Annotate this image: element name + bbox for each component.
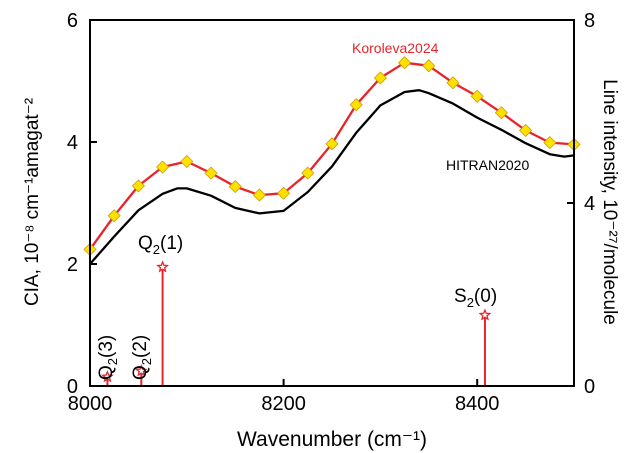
left-y-tick-label: 0 <box>67 376 78 398</box>
data-point <box>422 59 436 73</box>
x-tick-label: 8200 <box>261 393 306 415</box>
line-intensity-sticks <box>101 260 492 386</box>
data-point <box>470 89 484 103</box>
data-point <box>398 56 412 70</box>
left-y-axis-label: CIA, 10⁻⁸ cm⁻¹amagat⁻² <box>22 98 43 306</box>
label-q2-2: Q2(2) <box>130 335 154 380</box>
left-y-tick-label: 2 <box>67 254 78 276</box>
star-marker <box>478 308 492 321</box>
data-point <box>277 186 291 200</box>
data-point <box>446 76 460 90</box>
x-axis-label: Wavenumber (cm⁻¹) <box>237 428 427 451</box>
series-label-hitran2020: HITRAN2020 <box>446 157 529 173</box>
right-y-tick-label: 4 <box>584 193 595 215</box>
data-point <box>131 179 145 193</box>
right-y-tick-label: 8 <box>584 10 595 32</box>
cia-series <box>83 56 581 265</box>
data-point <box>204 166 218 180</box>
data-point <box>373 71 387 85</box>
x-tick-label: 8000 <box>68 393 113 415</box>
series-label-koroleva2024: Koroleva2024 <box>352 40 439 56</box>
axis-ticks: 8000 8200 8400 0 2 4 6 0 4 8 <box>67 10 595 415</box>
data-point <box>494 106 508 120</box>
x-tick-label: 8400 <box>455 393 500 415</box>
data-point <box>180 154 194 169</box>
data-point <box>156 160 170 174</box>
data-point <box>252 188 266 202</box>
left-y-tick-label: 6 <box>67 10 78 32</box>
left-y-tick-label: 4 <box>67 132 78 154</box>
star-marker <box>101 370 114 383</box>
right-y-tick-label: 0 <box>584 376 595 398</box>
label-s2-0: S2(0) <box>454 286 497 310</box>
label-q2-3: Q2(3) <box>96 335 120 380</box>
data-point <box>325 137 339 151</box>
series-line <box>89 89 575 265</box>
data-point <box>107 209 121 223</box>
star-marker <box>134 364 148 377</box>
label-q2-1: Q2(1) <box>138 233 183 257</box>
data-point <box>349 98 363 112</box>
data-point <box>228 179 242 194</box>
data-point <box>519 123 533 137</box>
line-labels: Koroleva2024 HITRAN2020 Q2(3) Q2(2) Q2(1) S2(… <box>96 40 529 380</box>
star-marker <box>156 260 170 273</box>
right-y-axis-label: Line intensity, 10⁻²⁷/molecule <box>599 79 620 325</box>
data-point <box>543 136 557 150</box>
data-point <box>301 166 315 180</box>
